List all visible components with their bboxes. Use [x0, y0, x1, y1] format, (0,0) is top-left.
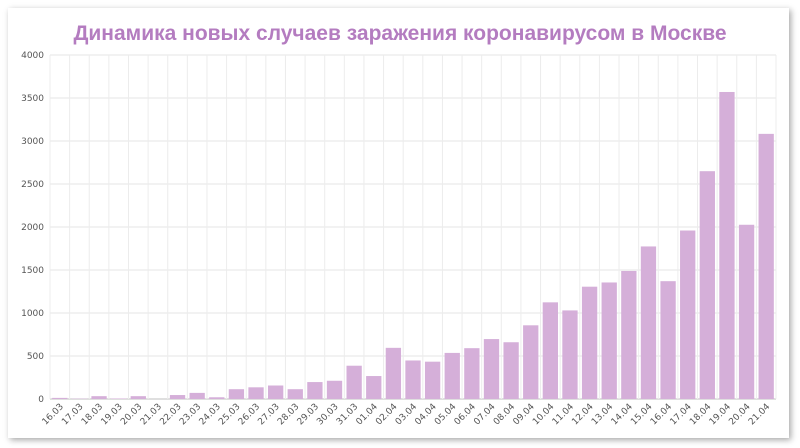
x-tick-label: 22.03	[158, 402, 183, 427]
x-tick-label: 28.03	[276, 402, 301, 427]
bar	[405, 360, 421, 399]
bar	[464, 348, 480, 399]
y-tick-label: 3500	[21, 94, 44, 104]
x-tick-label: 23.03	[178, 402, 203, 427]
bar	[738, 224, 755, 399]
bar	[444, 352, 460, 399]
bar	[189, 392, 205, 399]
y-tick-label: 3000	[21, 137, 44, 147]
y-tick-label: 500	[27, 352, 44, 362]
bar	[503, 342, 519, 399]
y-tick-label: 2500	[21, 180, 44, 190]
bar	[621, 270, 637, 399]
bar	[542, 302, 559, 399]
x-tick-label: 21.04	[747, 402, 772, 427]
y-tick-label: 4000	[21, 51, 44, 61]
bar	[640, 246, 657, 399]
x-tick-label: 19.03	[100, 402, 125, 427]
bar	[758, 133, 774, 399]
bar	[248, 387, 264, 399]
bar	[660, 281, 676, 399]
bar	[483, 339, 500, 399]
bar	[562, 310, 578, 399]
y-tick-label: 2000	[21, 223, 44, 233]
bar	[209, 397, 225, 399]
bar	[267, 385, 284, 399]
bar	[111, 398, 127, 399]
bar	[424, 361, 441, 399]
grid-layer	[49, 54, 777, 400]
bar	[228, 389, 245, 399]
y-tick-label: 1500	[21, 266, 44, 276]
y-tick-label: 1000	[21, 309, 44, 319]
x-tick-label: 17.03	[60, 402, 85, 427]
x-axis: 16.0317.0318.0319.0320.0321.0322.0323.03…	[41, 402, 773, 427]
bar	[680, 230, 696, 399]
bar	[601, 282, 617, 399]
bar	[346, 365, 362, 399]
bar	[523, 325, 539, 399]
chart-title: Динамика новых случаев заражения коронав…	[73, 22, 727, 45]
bar	[385, 347, 402, 399]
y-axis: 0 500 1000 1500 2000 2500 3000 3500 4000	[21, 51, 44, 405]
bar	[130, 396, 146, 399]
x-tick-label: 18.03	[80, 402, 105, 427]
bar	[699, 171, 715, 399]
x-tick-label: 31.03	[335, 402, 360, 427]
bar	[307, 382, 323, 399]
bar	[287, 389, 303, 399]
bar	[169, 395, 186, 399]
bar	[52, 397, 68, 399]
bar	[91, 396, 107, 399]
y-tick-label: 0	[38, 395, 44, 405]
bar	[719, 91, 735, 399]
bar	[326, 380, 343, 399]
bars-layer	[52, 91, 774, 399]
bar	[366, 376, 382, 399]
x-tick-label: 27.03	[256, 402, 281, 427]
bar	[581, 286, 598, 399]
